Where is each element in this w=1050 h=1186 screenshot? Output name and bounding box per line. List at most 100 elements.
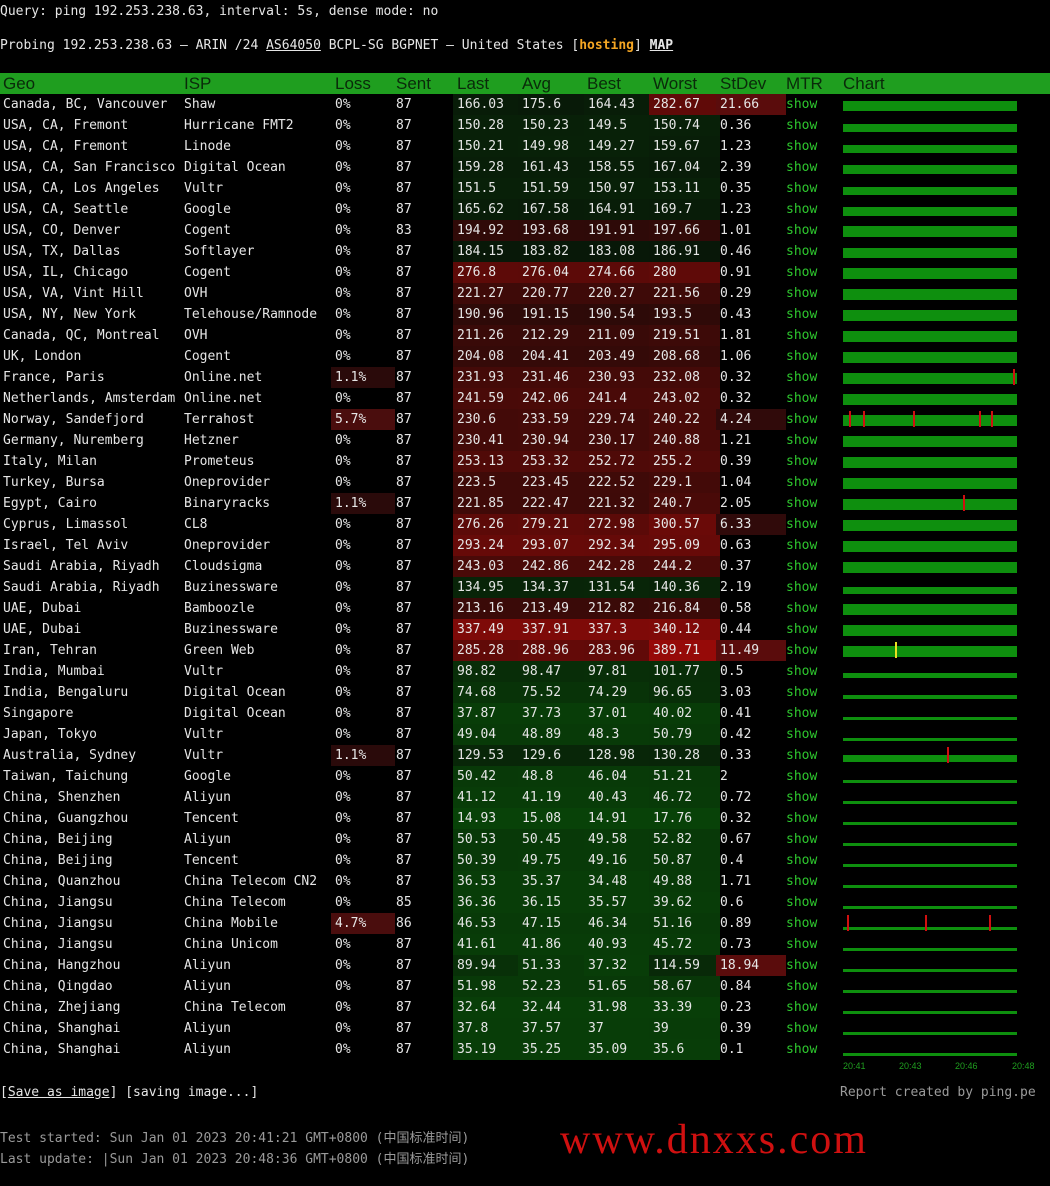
cell-loss: 0% (335, 202, 351, 217)
cell-mtr[interactable]: show (786, 160, 818, 175)
cell-mtr[interactable]: show (786, 538, 818, 553)
cell-mtr[interactable]: show (786, 307, 818, 322)
cell-mtr[interactable]: show (786, 454, 818, 469)
cell-mtr[interactable]: show (786, 370, 818, 385)
cell-best: 74.29 (584, 682, 654, 703)
cell-last: 165.62 (453, 199, 523, 220)
cell-geo: Italy, Milan (3, 454, 97, 469)
cell-mtr[interactable]: show (786, 895, 818, 910)
latency-bar (843, 673, 1017, 678)
cell-mtr[interactable]: show (786, 727, 818, 742)
cell-mtr[interactable]: show (786, 349, 818, 364)
cell-geo: UAE, Dubai (3, 601, 82, 616)
cell-mtr[interactable]: show (786, 832, 818, 847)
cell-mtr[interactable]: show (786, 580, 818, 595)
save-as-image-link[interactable]: Save as image (7, 1085, 110, 1100)
latency-bar (843, 948, 1017, 951)
cell-last: 50.42 (453, 766, 523, 787)
cell-isp: China Telecom (184, 1000, 286, 1015)
col-loss: Loss (335, 74, 371, 93)
cell-worst: 130.28 (649, 745, 720, 766)
cell-isp: Oneprovider (184, 475, 271, 490)
cell-loss: 0% (335, 160, 351, 175)
cell-mtr[interactable]: show (786, 979, 818, 994)
cell-stdev: 0.37 (720, 559, 752, 574)
cell-mtr[interactable]: show (786, 496, 818, 511)
cell-mtr[interactable]: show (786, 265, 818, 280)
cell-geo: Turkey, Bursa (3, 475, 105, 490)
cell-worst: 96.65 (649, 682, 720, 703)
cell-last: 35.19 (453, 1039, 523, 1060)
loss-marker (863, 411, 865, 427)
cell-worst: 389.71 (649, 640, 720, 661)
cell-mtr[interactable]: show (786, 601, 818, 616)
map-link[interactable]: MAP (649, 38, 674, 53)
cell-mtr[interactable]: show (786, 916, 818, 931)
col-geo: Geo (3, 74, 36, 93)
cell-isp: China Telecom (184, 895, 286, 910)
cell-mtr[interactable]: show (786, 139, 818, 154)
latency-bar (843, 927, 1017, 930)
cell-geo: France, Paris (3, 370, 105, 385)
cell-sent: 87 (396, 328, 412, 343)
cell-sent: 87 (396, 181, 412, 196)
cell-avg: 193.68 (518, 220, 588, 241)
table-row: USA, IL, Chicago Cogent 0% 87 276.8 276.04 274… (0, 262, 1050, 283)
cell-mtr[interactable]: show (786, 202, 818, 217)
cell-geo: China, Zhejiang (3, 1000, 121, 1015)
cell-last: 241.59 (453, 388, 523, 409)
cell-mtr[interactable]: show (786, 517, 818, 532)
cell-stdev: 1.01 (720, 223, 752, 238)
cell-mtr[interactable]: show (786, 937, 818, 952)
cell-mtr[interactable]: show (786, 769, 818, 784)
cell-mtr[interactable]: show (786, 391, 818, 406)
cell-mtr[interactable]: show (786, 244, 818, 259)
cell-isp: Buzinessware (184, 622, 278, 637)
cell-avg: 49.75 (518, 850, 588, 871)
cell-mtr[interactable]: show (786, 286, 818, 301)
cell-mtr[interactable]: show (786, 1021, 818, 1036)
cell-loss: 0% (335, 832, 351, 847)
cell-mtr[interactable]: show (786, 685, 818, 700)
cell-best: 40.93 (584, 934, 654, 955)
cell-mtr[interactable]: show (786, 622, 818, 637)
cell-worst: 282.67 (649, 94, 720, 115)
cell-best: 220.27 (584, 283, 654, 304)
table-row: Saudi Arabia, Riyadh Buzinessware 0% 87 134.… (0, 577, 1050, 598)
cell-mtr[interactable]: show (786, 664, 818, 679)
cell-mtr[interactable]: show (786, 874, 818, 889)
cell-mtr[interactable]: show (786, 706, 818, 721)
cell-avg: 48.89 (518, 724, 588, 745)
cell-geo: Canada, QC, Montreal (3, 328, 160, 343)
cell-mtr[interactable]: show (786, 853, 818, 868)
cell-mtr[interactable]: show (786, 748, 818, 763)
cell-mtr[interactable]: show (786, 412, 818, 427)
cell-mtr[interactable]: show (786, 181, 818, 196)
cell-stdev: 6.33 (716, 514, 786, 535)
cell-mtr[interactable]: show (786, 433, 818, 448)
cell-mtr[interactable]: show (786, 97, 818, 112)
cell-mtr[interactable]: show (786, 958, 818, 973)
cell-last: 151.5 (453, 178, 523, 199)
loss-marker (925, 915, 927, 931)
table-row: USA, CA, Fremont Hurricane FMT2 0% 87 150.28… (0, 115, 1050, 136)
cell-stdev: 0.72 (720, 790, 752, 805)
cell-mtr[interactable]: show (786, 118, 818, 133)
cell-worst: 17.76 (649, 808, 720, 829)
cell-mtr[interactable]: show (786, 790, 818, 805)
cell-mtr[interactable]: show (786, 1000, 818, 1015)
cell-mtr[interactable]: show (786, 223, 818, 238)
cell-geo: Norway, Sandefjord (3, 412, 144, 427)
cell-mtr[interactable]: show (786, 1042, 818, 1057)
latency-bar (843, 1032, 1017, 1035)
cell-sent: 87 (396, 97, 412, 112)
cell-mtr[interactable]: show (786, 643, 818, 658)
cell-mtr[interactable]: show (786, 328, 818, 343)
asn-link[interactable]: AS64050 (266, 38, 321, 53)
cell-mtr[interactable]: show (786, 811, 818, 826)
cell-mtr[interactable]: show (786, 475, 818, 490)
cell-worst: 221.56 (649, 283, 720, 304)
cell-mtr[interactable]: show (786, 559, 818, 574)
cell-avg: 233.59 (518, 409, 588, 430)
cell-geo: USA, VA, Vint Hill (3, 286, 144, 301)
